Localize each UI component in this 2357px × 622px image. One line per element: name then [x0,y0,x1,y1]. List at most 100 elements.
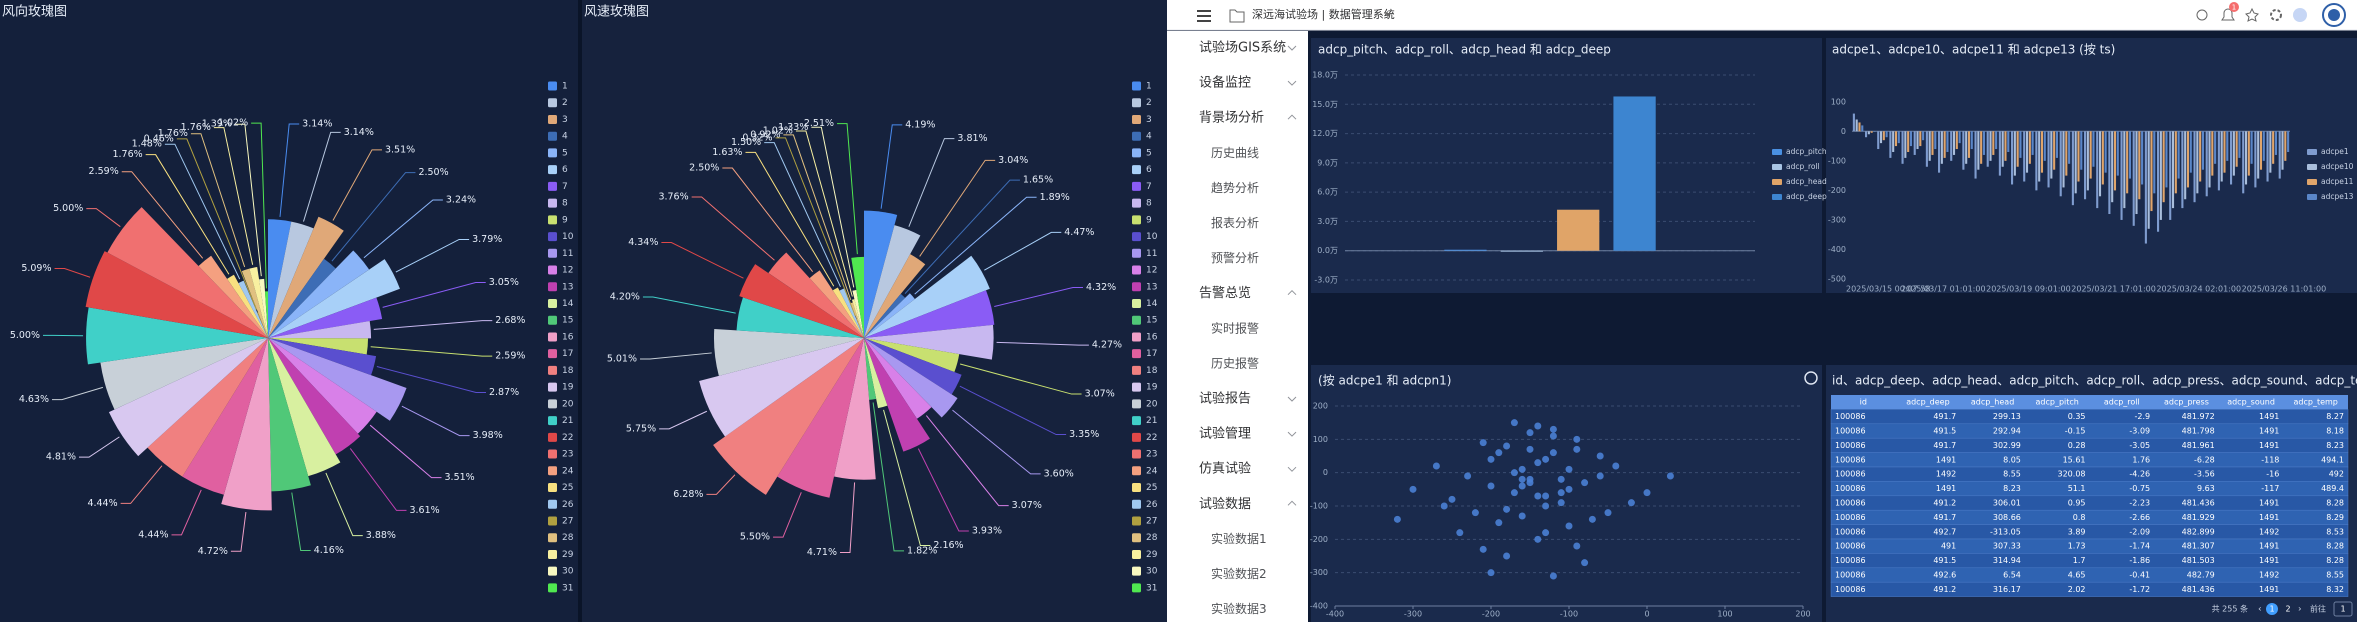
legend-label[interactable]: 23 [562,450,573,460]
legend-label[interactable]: 30 [562,567,574,577]
legend-swatch[interactable] [548,315,557,325]
menu-chevron[interactable] [1287,431,1297,437]
legend-swatch[interactable] [548,583,557,593]
legend-label[interactable]: 23 [1146,450,1157,460]
legend-swatch[interactable] [1132,232,1141,242]
legend-label[interactable]: 18 [562,366,574,376]
legend-swatch[interactable] [1132,265,1141,275]
goto-value[interactable]: 1 [2340,605,2345,614]
legend-swatch[interactable] [548,81,557,91]
table-row[interactable] [1830,581,2349,597]
legend-label[interactable]: 16 [1146,332,1158,342]
submenu-item[interactable]: 趋势分析 [1211,181,1259,195]
user-icon[interactable] [2293,8,2307,22]
legend-label[interactable]: 20 [1146,399,1158,409]
legend-label[interactable]: 6 [562,165,568,175]
menu-item[interactable]: 试验管理 [1199,426,1251,442]
legend-swatch[interactable] [548,332,557,342]
column-header[interactable]: adcp_temp [2293,398,2337,407]
legend-label[interactable]: 15 [562,316,573,326]
column-header[interactable]: adcp_press [2164,398,2209,407]
menu-chevron[interactable] [1287,466,1297,472]
legend-swatch[interactable] [1132,365,1141,375]
legend-label[interactable]: 17 [1146,349,1157,359]
legend-label[interactable]: 21 [562,416,573,426]
next-page[interactable]: › [2298,605,2302,615]
legend-label[interactable]: 13 [1146,282,1157,292]
column-header[interactable]: adcp_roll [2104,398,2140,407]
menu-item[interactable]: 告警总览 [1199,285,1251,301]
submenu-item[interactable]: 实验数据1 [1211,531,1267,546]
submenu-item[interactable]: 实验数据2 [1211,566,1267,581]
legend-label[interactable]: 12 [1146,266,1157,276]
dropdown-caret[interactable] [1385,13,1391,17]
legend-label[interactable]: 25 [1146,483,1157,493]
legend-label[interactable]: adcp_pitch [1786,147,1827,156]
legend-swatch[interactable] [1132,215,1141,225]
menu-chevron[interactable] [1287,45,1297,51]
legend-swatch[interactable] [548,432,557,442]
legend-label[interactable]: 7 [562,182,568,192]
legend-label[interactable]: 15 [1146,316,1157,326]
legend-label[interactable]: 26 [1146,500,1158,510]
column-header[interactable]: adcp_sound [2227,398,2275,407]
legend-label[interactable]: 10 [562,232,574,242]
legend-swatch[interactable] [548,549,557,559]
legend-label[interactable]: 11 [562,249,573,259]
legend-swatch[interactable] [1132,298,1141,308]
legend-label[interactable]: adcp_roll [1786,162,1820,171]
legend-swatch[interactable] [1132,81,1141,91]
legend-label[interactable]: 24 [562,466,574,476]
menu-chevron[interactable] [1287,289,1297,296]
legend-swatch[interactable] [1132,416,1141,426]
legend-label[interactable]: 28 [562,533,574,543]
legend-swatch[interactable] [1132,349,1141,359]
legend-swatch[interactable] [548,516,557,526]
legend-swatch[interactable] [2307,164,2317,170]
column-header[interactable]: id [1860,398,1867,407]
legend-swatch[interactable] [548,282,557,292]
legend-swatch[interactable] [1772,179,1782,185]
legend-swatch[interactable] [1132,483,1141,493]
legend-swatch[interactable] [1132,583,1141,593]
legend-swatch[interactable] [1132,198,1141,208]
page-number[interactable]: 2 [2285,605,2290,614]
legend-label[interactable]: 19 [1146,383,1158,393]
legend-swatch[interactable] [1132,315,1141,325]
legend-label[interactable]: adcpe1 [2321,147,2349,156]
legend-label[interactable]: 22 [562,433,573,443]
star-icon[interactable] [2245,7,2259,22]
bell-icon[interactable] [2221,8,2235,21]
legend-label[interactable]: 3 [1146,115,1152,125]
legend-label[interactable]: 19 [562,383,574,393]
legend-label[interactable]: adcp_head [1786,177,1827,186]
legend-swatch[interactable] [548,566,557,576]
legend-label[interactable]: 8 [562,199,568,209]
legend-swatch[interactable] [548,148,557,158]
legend-swatch[interactable] [548,248,557,258]
legend-swatch[interactable] [1132,399,1141,409]
legend-swatch[interactable] [548,98,557,108]
legend-swatch[interactable] [1772,149,1782,155]
fullscreen-icon[interactable] [1804,371,1818,385]
menu-item[interactable]: 仿真试验 [1199,461,1251,477]
legend-swatch[interactable] [548,483,557,493]
legend-swatch[interactable] [548,215,557,225]
legend-swatch[interactable] [1132,549,1141,559]
legend-label[interactable]: 27 [562,516,573,526]
legend-label[interactable]: 14 [562,299,574,309]
menu-chevron[interactable] [1287,396,1297,402]
legend-swatch[interactable] [548,365,557,375]
submenu-item[interactable]: 报表分析 [1211,215,1259,230]
legend-label[interactable]: 16 [562,332,574,342]
legend-label[interactable]: 22 [1146,433,1157,443]
legend-swatch[interactable] [548,298,557,308]
legend-label[interactable]: 1 [562,82,568,92]
legend-swatch[interactable] [1132,181,1141,191]
menu-item[interactable]: 试验场GIS系统 [1199,40,1286,56]
legend-swatch[interactable] [1772,164,1782,170]
legend-swatch[interactable] [1132,449,1141,459]
legend-label[interactable]: 2 [1146,98,1152,108]
legend-label[interactable]: 5 [1146,148,1152,158]
prev-page[interactable]: ‹ [2258,605,2262,615]
